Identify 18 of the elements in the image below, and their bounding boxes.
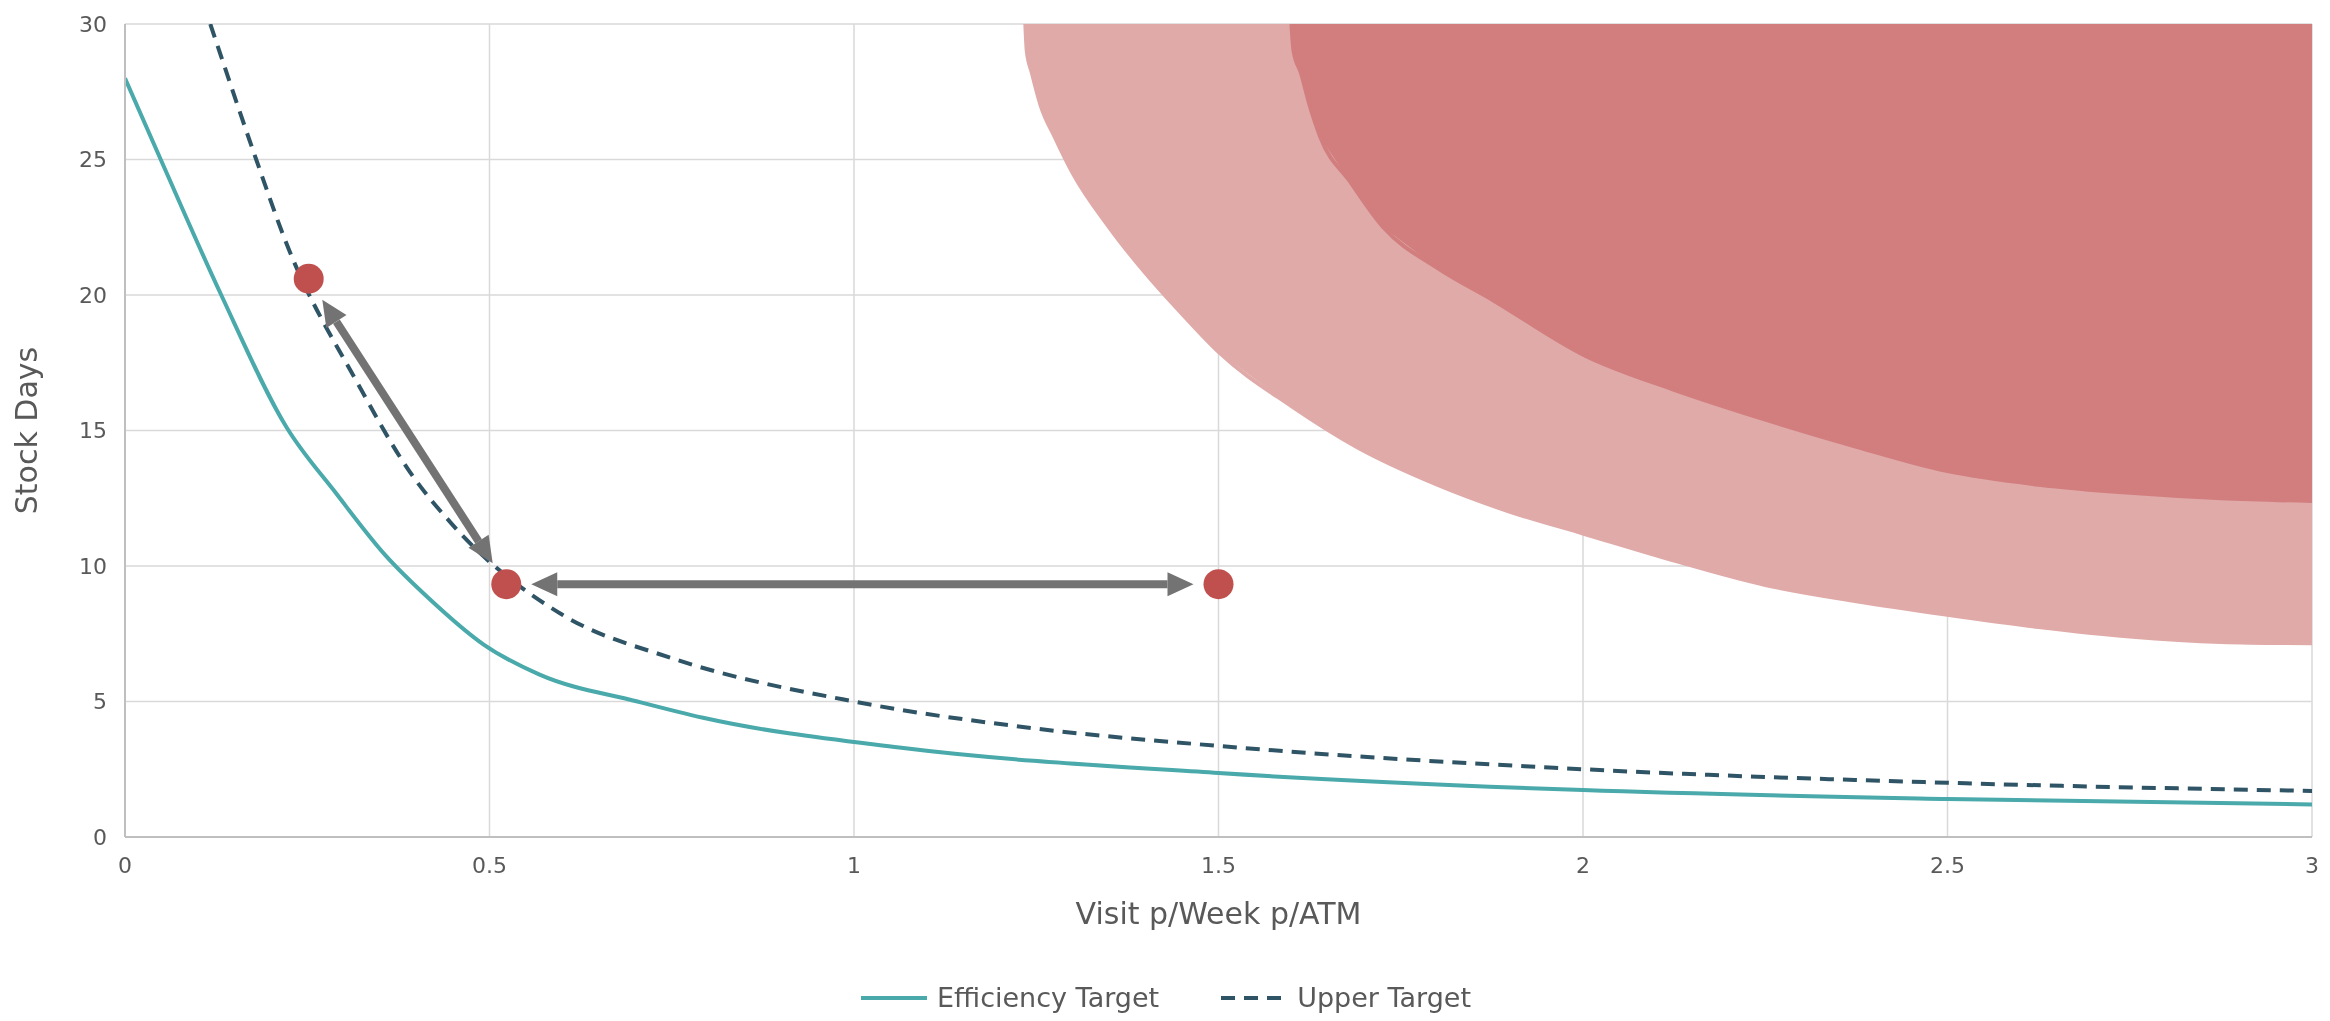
y-tick-label: 20	[79, 282, 107, 308]
x-tick-label: 0.5	[472, 852, 507, 878]
y-tick-label: 0	[93, 824, 107, 850]
x-tick-label: 0	[118, 852, 132, 878]
y-tick-label: 15	[79, 418, 107, 444]
legend-label: Upper Target	[1297, 982, 1472, 1013]
y-tick-label: 5	[93, 689, 107, 715]
y-axis-title: Stock Days	[8, 346, 44, 515]
legend-label: Efficiency Target	[936, 982, 1160, 1013]
x-axis-title: Visit p/Week p/ATM	[1075, 896, 1362, 931]
x-tick-label: 2	[1576, 852, 1590, 878]
y-tick-label: 10	[79, 553, 107, 579]
x-tick-label: 1.5	[1201, 852, 1236, 878]
x-tick-label: 1	[847, 852, 861, 878]
x-tick-label: 2.5	[1930, 852, 1965, 878]
y-tick-label: 30	[79, 11, 107, 37]
x-tick-label: 3	[2305, 852, 2319, 878]
y-tick-label: 25	[79, 147, 107, 173]
